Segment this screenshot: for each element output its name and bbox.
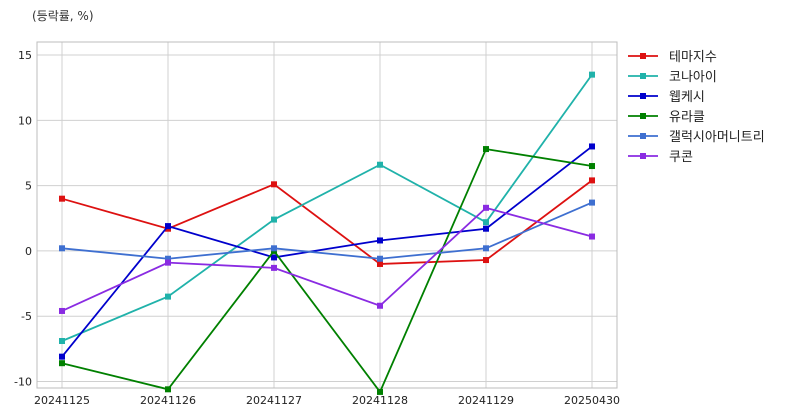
data-point bbox=[483, 245, 489, 252]
series-5 bbox=[59, 199, 595, 262]
x-tick-label: 20241127 bbox=[246, 394, 302, 407]
x-tick-label: 20250430 bbox=[564, 394, 620, 407]
grid bbox=[37, 42, 617, 388]
legend-item: 테마지수 bbox=[628, 50, 717, 65]
legend-swatch-marker bbox=[640, 153, 646, 159]
legend-swatch-marker bbox=[640, 53, 646, 59]
data-point bbox=[377, 237, 383, 244]
data-point bbox=[165, 293, 171, 300]
legend-swatch-marker bbox=[640, 113, 646, 119]
series-line bbox=[61, 74, 593, 342]
series-layer bbox=[59, 71, 595, 395]
data-point bbox=[271, 245, 277, 252]
data-point bbox=[59, 337, 65, 344]
y-tick-label: 10 bbox=[18, 114, 32, 127]
data-point bbox=[271, 216, 277, 223]
data-point bbox=[377, 161, 383, 168]
legend-label: 갤럭시아머니트리 bbox=[669, 130, 765, 145]
data-point bbox=[59, 245, 65, 252]
data-point bbox=[589, 163, 595, 170]
legend-swatch-marker bbox=[640, 133, 646, 139]
legend-label: 웹케시 bbox=[669, 90, 705, 105]
data-point bbox=[589, 233, 595, 240]
legend-swatch-marker bbox=[640, 93, 646, 99]
axes: 20241125 20241126 20241127 20241128 20241129… bbox=[14, 41, 620, 407]
series-line bbox=[61, 148, 593, 394]
x-tick-label: 20241129 bbox=[458, 394, 514, 407]
data-point bbox=[483, 146, 489, 153]
y-tick-label: 15 bbox=[18, 49, 32, 62]
data-point bbox=[59, 307, 65, 314]
legend-label: 테마지수 bbox=[669, 50, 717, 65]
data-point bbox=[377, 302, 383, 309]
legend-item: 코나아이 bbox=[628, 70, 717, 85]
x-tick-label: 20241128 bbox=[352, 394, 408, 407]
data-point bbox=[483, 219, 489, 226]
x-tick-label: 20241126 bbox=[140, 394, 196, 407]
data-point bbox=[59, 353, 65, 360]
data-point bbox=[377, 260, 383, 267]
y-tick-label: 0 bbox=[25, 245, 32, 258]
data-point bbox=[165, 255, 171, 262]
series-6 bbox=[59, 204, 595, 314]
data-point bbox=[377, 388, 383, 395]
data-point bbox=[483, 257, 489, 264]
data-point bbox=[165, 223, 171, 230]
data-point bbox=[483, 225, 489, 232]
plot-frame bbox=[36, 41, 618, 389]
x-tick-label: 20241125 bbox=[34, 394, 90, 407]
legend-swatch-marker bbox=[640, 73, 646, 79]
series-3 bbox=[59, 143, 595, 360]
data-point bbox=[483, 204, 489, 211]
legend-item: 유라클 bbox=[628, 110, 705, 125]
series-line bbox=[61, 201, 593, 260]
data-point bbox=[589, 177, 595, 184]
data-point bbox=[271, 264, 277, 271]
legend-label: 유라클 bbox=[669, 110, 705, 125]
y-tick-label: -10 bbox=[14, 375, 32, 388]
series-line bbox=[61, 206, 593, 312]
legend-label: 코나아이 bbox=[669, 70, 717, 85]
data-point bbox=[271, 181, 277, 188]
data-point bbox=[377, 255, 383, 262]
y-tick-label: -5 bbox=[21, 310, 32, 323]
legend-item: 웹케시 bbox=[628, 90, 705, 105]
data-point bbox=[271, 254, 277, 261]
legend-item: 쿠콘 bbox=[628, 150, 693, 165]
series-line bbox=[61, 179, 593, 265]
legend-label: 쿠콘 bbox=[669, 150, 693, 165]
y-tick-label: 5 bbox=[25, 180, 32, 193]
data-point bbox=[59, 360, 65, 367]
series-2 bbox=[59, 71, 595, 344]
legend-item: 갤럭시아머니트리 bbox=[628, 130, 765, 145]
unit-label: (등락률, %) bbox=[32, 9, 94, 23]
data-point bbox=[589, 71, 595, 78]
data-point bbox=[165, 259, 171, 266]
data-point bbox=[589, 199, 595, 206]
series-line bbox=[61, 145, 593, 358]
data-point bbox=[59, 195, 65, 202]
data-point bbox=[165, 386, 171, 393]
data-point bbox=[589, 143, 595, 150]
